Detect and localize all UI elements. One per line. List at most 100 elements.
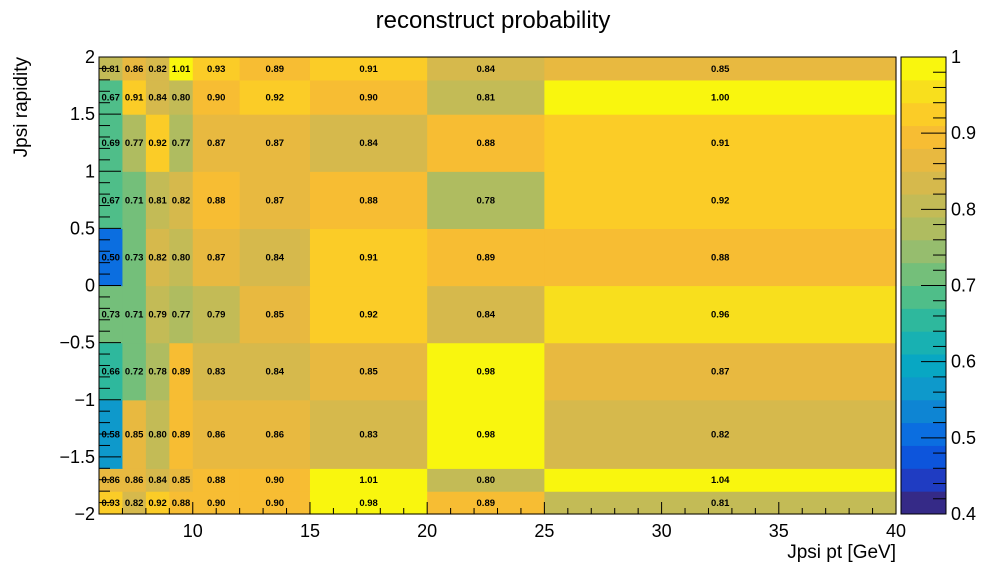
color-scale-swatch bbox=[901, 468, 946, 491]
cell-value-label: 0.82 bbox=[172, 195, 191, 206]
cell-value-label: 0.87 bbox=[207, 252, 226, 263]
cell-value-label: 1.00 bbox=[711, 92, 730, 103]
cell-value-label: 0.67 bbox=[101, 195, 120, 206]
cell-value-label: 0.89 bbox=[266, 64, 285, 75]
cell-value-label: 0.84 bbox=[148, 92, 167, 103]
y-tick-label: −2 bbox=[74, 504, 95, 524]
cell-value-label: 0.85 bbox=[359, 367, 378, 378]
color-scale-swatch bbox=[901, 286, 946, 309]
cell-value-label: 0.50 bbox=[101, 252, 120, 263]
cell-value-label: 1.01 bbox=[172, 64, 191, 75]
cell-value-label: 0.81 bbox=[148, 195, 167, 206]
color-scale-swatch bbox=[901, 400, 946, 423]
cell-value-label: 0.85 bbox=[172, 475, 191, 486]
cell-value-label: 0.81 bbox=[101, 64, 120, 75]
y-tick-label: 0.5 bbox=[70, 218, 95, 238]
cell-value-label: 0.81 bbox=[711, 498, 730, 509]
cell-value-label: 0.78 bbox=[477, 195, 496, 206]
x-tick-label: 10 bbox=[183, 521, 203, 541]
cell-value-label: 0.58 bbox=[101, 430, 120, 441]
cell-value-label: 0.86 bbox=[266, 430, 285, 441]
z-tick-label: 0.4 bbox=[951, 504, 976, 524]
cell-value-label: 0.80 bbox=[148, 430, 167, 441]
cell-value-label: 0.84 bbox=[359, 138, 378, 149]
z-tick-label: 0.7 bbox=[951, 276, 976, 296]
x-tick-label: 40 bbox=[886, 521, 906, 541]
color-scale-swatch bbox=[901, 57, 946, 80]
cell-value-label: 0.87 bbox=[266, 138, 285, 149]
x-tick-label: 30 bbox=[652, 521, 672, 541]
cell-value-label: 0.92 bbox=[711, 195, 730, 206]
cell-value-label: 0.84 bbox=[477, 64, 496, 75]
cell-value-label: 0.85 bbox=[711, 64, 730, 75]
y-tick-label: 1.5 bbox=[70, 104, 95, 124]
cell-value-label: 0.86 bbox=[207, 430, 226, 441]
color-scale-swatch bbox=[901, 308, 946, 331]
cell-value-label: 0.77 bbox=[125, 138, 144, 149]
cell-value-label: 0.67 bbox=[101, 92, 120, 103]
cell-value-label: 0.87 bbox=[207, 138, 226, 149]
color-scale-swatch bbox=[901, 103, 946, 126]
cell-value-label: 0.86 bbox=[101, 475, 120, 486]
cell-value-label: 0.84 bbox=[477, 310, 496, 321]
cell-value-label: 0.83 bbox=[207, 367, 226, 378]
cell-value-label: 0.91 bbox=[125, 92, 144, 103]
cell-value-label: 0.91 bbox=[359, 252, 378, 263]
cell-value-label: 0.72 bbox=[125, 367, 144, 378]
cell-value-label: 0.90 bbox=[207, 92, 226, 103]
cell-value-label: 0.82 bbox=[125, 498, 144, 509]
cell-value-label: 0.86 bbox=[125, 475, 144, 486]
color-scale-swatch bbox=[901, 377, 946, 400]
cell-value-label: 0.90 bbox=[266, 475, 285, 486]
cell-value-label: 0.98 bbox=[477, 367, 496, 378]
y-tick-label: 1 bbox=[85, 161, 95, 181]
y-tick-label: −0.5 bbox=[59, 333, 95, 353]
cell-value-label: 0.93 bbox=[207, 64, 226, 75]
color-scale-swatch bbox=[901, 217, 946, 240]
cell-value-label: 1.01 bbox=[359, 475, 378, 486]
color-scale-swatch bbox=[901, 331, 946, 354]
cell-value-label: 0.89 bbox=[477, 252, 496, 263]
cell-value-label: 0.88 bbox=[172, 498, 191, 509]
cell-value-label: 0.79 bbox=[207, 310, 226, 321]
cell-value-label: 0.88 bbox=[207, 475, 226, 486]
cell-value-label: 0.82 bbox=[148, 252, 167, 263]
cell-value-label: 0.91 bbox=[359, 64, 378, 75]
color-scale-swatch bbox=[901, 171, 946, 194]
cell-value-label: 0.82 bbox=[148, 64, 167, 75]
cell-value-label: 0.87 bbox=[711, 367, 730, 378]
cell-value-label: 0.88 bbox=[477, 138, 496, 149]
color-scale-swatch bbox=[901, 354, 946, 377]
color-scale-swatch bbox=[901, 240, 946, 263]
y-tick-label: −1.5 bbox=[59, 447, 95, 467]
color-scale-swatch bbox=[901, 263, 946, 286]
cell-value-label: 0.90 bbox=[207, 498, 226, 509]
cell-value-label: 0.98 bbox=[359, 498, 378, 509]
cell-value-label: 0.92 bbox=[359, 310, 378, 321]
x-tick-label: 35 bbox=[769, 521, 789, 541]
y-tick-label: 0 bbox=[85, 276, 95, 296]
cell-value-label: 0.77 bbox=[172, 310, 191, 321]
cell-value-label: 0.88 bbox=[207, 195, 226, 206]
cell-value-label: 0.93 bbox=[101, 498, 120, 509]
cell-value-label: 0.88 bbox=[359, 195, 378, 206]
cell-value-label: 0.89 bbox=[172, 367, 191, 378]
z-tick-label: 0.9 bbox=[951, 123, 976, 143]
z-tick-label: 0.8 bbox=[951, 199, 976, 219]
color-scale-swatch bbox=[901, 126, 946, 149]
cell-value-label: 0.89 bbox=[477, 498, 496, 509]
cell-value-label: 1.04 bbox=[711, 475, 730, 486]
cell-value-label: 0.92 bbox=[266, 92, 285, 103]
cell-value-label: 0.90 bbox=[266, 498, 285, 509]
cell-value-label: 0.66 bbox=[101, 367, 120, 378]
cell-value-label: 0.84 bbox=[148, 475, 167, 486]
cell-value-label: 0.92 bbox=[148, 498, 167, 509]
cell-value-label: 0.80 bbox=[172, 92, 191, 103]
cell-value-label: 0.86 bbox=[125, 64, 144, 75]
cell-value-label: 0.91 bbox=[711, 138, 730, 149]
cell-value-label: 0.73 bbox=[101, 310, 120, 321]
heatmap-cells bbox=[99, 57, 897, 515]
z-tick-label: 1 bbox=[951, 47, 961, 67]
color-scale-swatch bbox=[901, 148, 946, 171]
